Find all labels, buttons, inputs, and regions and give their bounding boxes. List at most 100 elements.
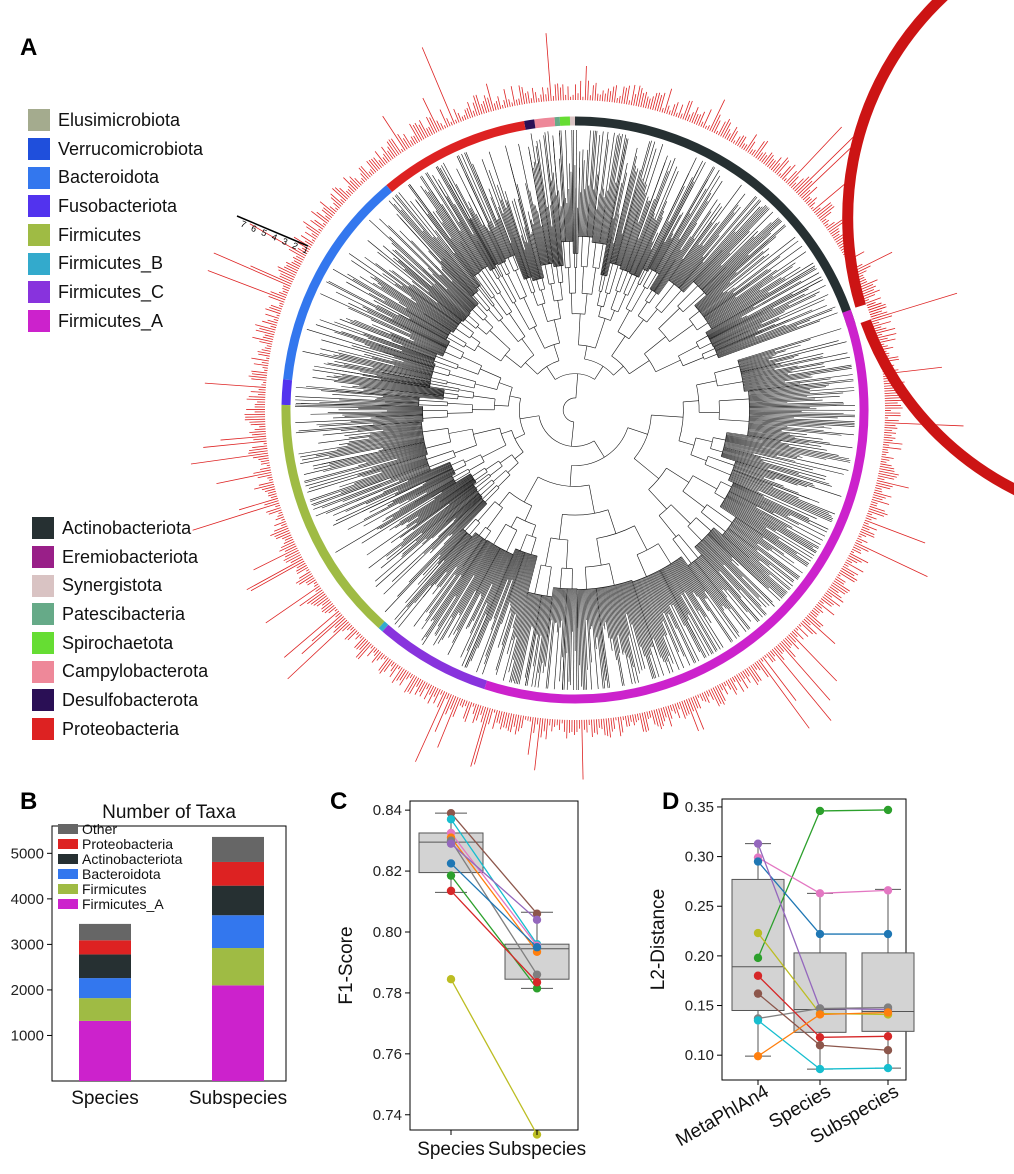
- tree-leaf-branch: [749, 407, 810, 409]
- abundance-bar: [250, 423, 266, 426]
- tree-leaf-branch: [369, 427, 423, 435]
- tree-arc: [550, 537, 568, 541]
- abundance-bar: [267, 490, 276, 494]
- abundance-bar: [316, 211, 330, 222]
- abundance-bar: [426, 128, 431, 136]
- tree-branch: [473, 473, 490, 486]
- tree-leaf-branch: [741, 369, 775, 377]
- abundance-bar: [746, 667, 759, 686]
- abundance-bar: [264, 500, 279, 506]
- abundance-bar: [445, 695, 454, 715]
- legend-swatch: [58, 839, 78, 849]
- abundance-bar: [874, 489, 883, 493]
- tree-leaf-branch: [458, 546, 498, 614]
- abundance-bar: [481, 103, 485, 114]
- abundance-bar: [301, 247, 309, 253]
- tree-arc: [562, 397, 576, 423]
- tree-leaf-branch: [313, 465, 429, 510]
- abundance-bar: [630, 84, 636, 106]
- tree-leaf-branch: [380, 490, 477, 569]
- tree-leaf-branch: [730, 489, 799, 525]
- tree-leaf-branch: [741, 352, 848, 376]
- tree-leaf-branch: [725, 530, 770, 566]
- tree-leaf-branch: [439, 274, 474, 309]
- tree-leaf-branch: [715, 305, 827, 352]
- abundance-bar: [633, 93, 637, 106]
- tree-leaf-branch: [525, 183, 544, 266]
- tree-leaf-branch: [640, 578, 674, 664]
- sample-point: [883, 805, 893, 815]
- abundance-bar: [776, 160, 790, 175]
- tree-leaf-branch: [668, 564, 721, 650]
- abundance-bar: [510, 86, 516, 106]
- tree-leaf-branch: [729, 490, 774, 514]
- abundance-bar: [817, 602, 835, 616]
- abundance-bar: [849, 553, 869, 564]
- tree-leaf-branch: [372, 357, 433, 374]
- abundance-bar: [738, 673, 749, 689]
- box-iqr: [861, 952, 915, 1032]
- sample-segment: [819, 1011, 889, 1016]
- abundance-bar: [866, 301, 876, 306]
- abundance-bar: [343, 177, 357, 191]
- tree-leaf-branch: [730, 488, 826, 537]
- y-tick-label: 4000: [11, 891, 44, 908]
- tree-leaf-branch: [632, 219, 657, 275]
- tree-arc: [506, 311, 512, 316]
- tree-branch: [524, 505, 533, 522]
- tree-branch: [677, 285, 698, 307]
- tree-leaf-branch: [508, 592, 530, 673]
- tree-arc: [599, 243, 607, 245]
- tree-leaf-branch: [693, 561, 731, 609]
- tree-leaf-branch: [620, 192, 646, 270]
- tree-leaf-branch: [488, 169, 529, 279]
- abundance-bar: [264, 334, 274, 338]
- tree-branch: [506, 530, 518, 552]
- tree-arc: [694, 305, 705, 318]
- tree-branch: [610, 291, 618, 310]
- abundance-bar: [549, 718, 551, 726]
- abundance-bar: [628, 100, 630, 105]
- legend-item: Actinobacteriota: [32, 514, 208, 543]
- tree-branch: [692, 475, 718, 490]
- tree-leaf-branch: [627, 160, 672, 272]
- abundance-bar: [684, 100, 693, 121]
- abundance-bar: [883, 436, 896, 439]
- tree-leaf-branch: [660, 569, 689, 620]
- abundance-bar: [865, 297, 881, 304]
- tree-leaf-branch: [588, 589, 593, 627]
- tree-leaf-branch: [312, 441, 425, 467]
- tree-branch: [699, 342, 712, 350]
- tree-leaf-branch: [698, 211, 774, 287]
- tree-arc: [591, 242, 600, 244]
- tree-leaf-branch: [428, 538, 484, 614]
- sample-point: [883, 1032, 893, 1041]
- tree-leaf-branch: [408, 462, 451, 481]
- tree-arc: [469, 332, 474, 339]
- abundance-bar: [457, 112, 462, 122]
- abundance-bar: [693, 113, 699, 124]
- tree-leaf-branch: [602, 136, 621, 244]
- tree-branch: [557, 300, 561, 319]
- tree-leaf-branch: [375, 263, 459, 325]
- sample-line: [446, 859, 542, 952]
- abundance-bar: [741, 143, 746, 149]
- tree-leaf-branch: [714, 317, 780, 348]
- tree-leaf-branch: [749, 399, 823, 404]
- tree-leaf-branch: [602, 587, 613, 651]
- abundance-bar: [461, 116, 465, 121]
- abundance-bar: [744, 669, 750, 677]
- tree-leaf-branch: [551, 180, 561, 266]
- tree-leaf-branch: [716, 325, 786, 354]
- abundance-bar: [487, 97, 492, 112]
- abundance-bar: [868, 303, 886, 311]
- tree-leaf-branch: [663, 567, 713, 655]
- tree-leaf-branch: [315, 468, 431, 517]
- tree-branch: [533, 326, 545, 349]
- tree-leaf-branch: [699, 541, 762, 607]
- abundance-bar: [314, 219, 325, 228]
- abundance-bar: [266, 507, 281, 513]
- tree-branches: [295, 130, 856, 690]
- abundance-bar: [735, 136, 741, 145]
